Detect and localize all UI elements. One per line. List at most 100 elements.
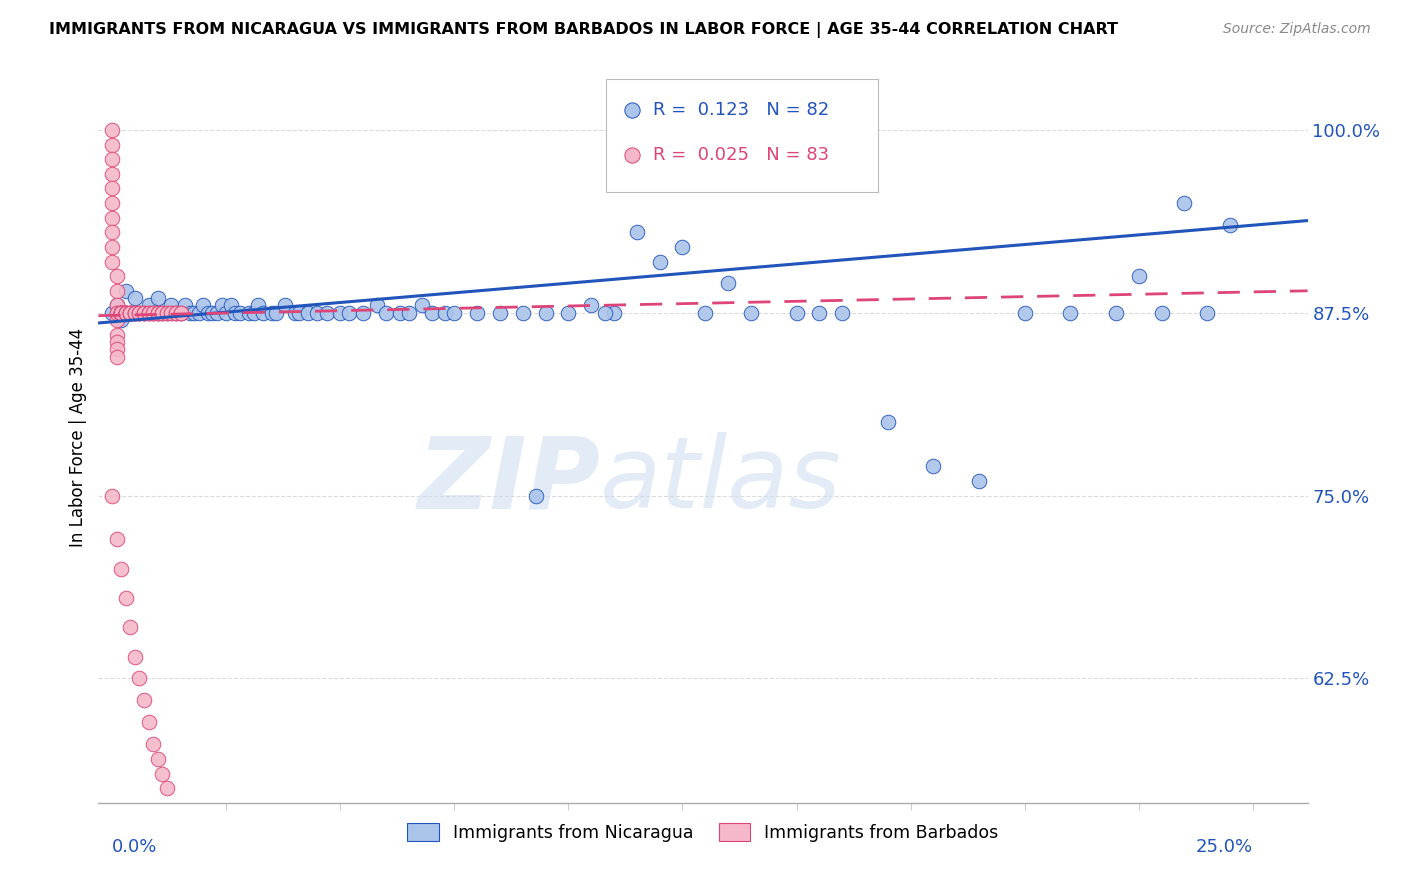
Point: [146, 291, 169, 305]
FancyBboxPatch shape: [606, 78, 879, 192]
Point: [142, 306, 165, 320]
Point: [150, 306, 173, 320]
Point: [297, 306, 319, 320]
Point: [105, 284, 128, 298]
Point: [110, 306, 132, 320]
Point: [114, 284, 136, 298]
Point: [105, 298, 128, 312]
Point: [132, 306, 155, 320]
Point: [132, 306, 155, 320]
Text: IMMIGRANTS FROM NICARAGUA VS IMMIGRANTS FROM BARBADOS IN LABOR FORCE | AGE 35-44: IMMIGRANTS FROM NICARAGUA VS IMMIGRANTS …: [49, 22, 1118, 38]
Point: [110, 306, 132, 320]
Point: [183, 306, 205, 320]
Point: [274, 298, 297, 312]
Point: [1150, 306, 1173, 320]
Text: R =  0.025   N = 83: R = 0.025 N = 83: [654, 146, 830, 164]
Point: [434, 306, 457, 320]
Point: [388, 306, 411, 320]
Point: [150, 306, 173, 320]
Point: [179, 306, 201, 320]
Point: [101, 196, 124, 211]
Point: [146, 306, 169, 320]
Point: [114, 306, 136, 320]
Point: [128, 306, 150, 320]
Point: [142, 306, 165, 320]
Point: [114, 306, 136, 320]
Point: [252, 306, 274, 320]
Point: [284, 306, 307, 320]
Point: [101, 152, 124, 166]
Point: [150, 766, 173, 780]
Point: [105, 327, 128, 342]
Point: [156, 306, 179, 320]
Point: [512, 306, 534, 320]
Point: [1197, 306, 1219, 320]
Point: [101, 211, 124, 225]
Point: [247, 298, 270, 312]
Point: [110, 306, 132, 320]
Point: [105, 343, 128, 357]
Point: [120, 620, 142, 634]
Point: [211, 298, 233, 312]
Point: [124, 291, 146, 305]
Point: [146, 306, 169, 320]
Point: [603, 306, 626, 320]
Text: 25.0%: 25.0%: [1195, 838, 1253, 855]
Point: [160, 306, 183, 320]
Point: [165, 306, 187, 320]
Point: [808, 306, 831, 320]
Point: [526, 489, 548, 503]
Point: [101, 225, 124, 239]
Point: [160, 306, 183, 320]
Point: [138, 715, 160, 730]
Point: [165, 306, 187, 320]
Point: [160, 298, 183, 312]
Point: [105, 533, 128, 547]
Point: [648, 254, 671, 268]
Point: [132, 306, 155, 320]
Point: [1059, 306, 1081, 320]
Point: [876, 416, 898, 430]
Point: [105, 306, 128, 320]
Point: [120, 306, 142, 320]
Point: [146, 752, 169, 766]
Point: [238, 306, 260, 320]
Legend: Immigrants from Nicaragua, Immigrants from Barbados: Immigrants from Nicaragua, Immigrants fr…: [401, 816, 1005, 849]
Point: [534, 306, 557, 320]
Point: [110, 306, 132, 320]
Point: [120, 306, 142, 320]
Point: [717, 277, 740, 291]
Point: [114, 306, 136, 320]
Point: [114, 306, 136, 320]
Point: [288, 306, 311, 320]
Point: [128, 306, 150, 320]
Point: [132, 693, 155, 707]
Point: [1173, 196, 1195, 211]
Point: [110, 306, 132, 320]
Point: [489, 306, 512, 320]
Point: [156, 781, 179, 796]
Point: [1219, 218, 1241, 232]
Point: [114, 306, 136, 320]
Point: [128, 306, 150, 320]
Point: [101, 240, 124, 254]
Point: [156, 306, 179, 320]
Point: [229, 306, 252, 320]
Point: [110, 313, 132, 327]
Point: [266, 306, 288, 320]
Point: [315, 306, 337, 320]
Point: [138, 306, 160, 320]
Point: [557, 306, 579, 320]
Point: [120, 306, 142, 320]
Point: [114, 306, 136, 320]
Point: [786, 306, 808, 320]
Point: [114, 306, 136, 320]
Point: [101, 489, 124, 503]
Text: R =  0.123   N = 82: R = 0.123 N = 82: [654, 101, 830, 120]
Point: [420, 306, 443, 320]
Point: [142, 306, 165, 320]
Point: [329, 306, 352, 320]
Point: [197, 306, 219, 320]
Point: [260, 306, 283, 320]
Point: [1105, 306, 1128, 320]
